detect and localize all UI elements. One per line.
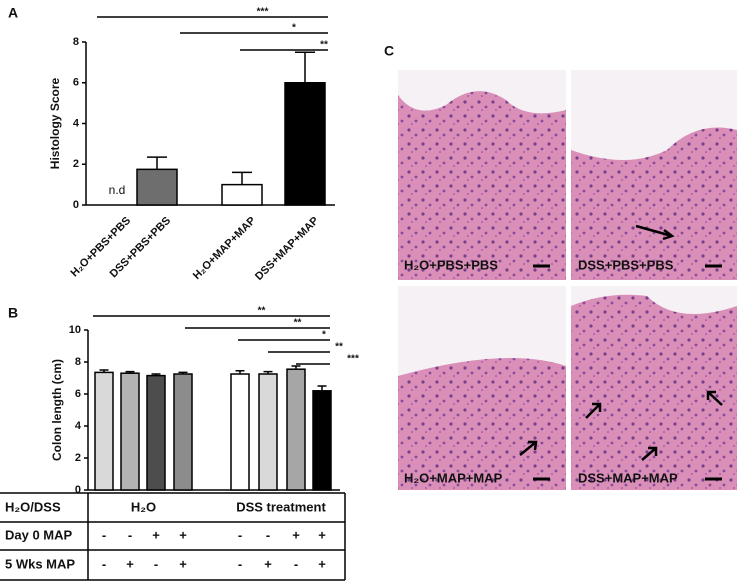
error-bar: [232, 171, 252, 185]
significance-label: *: [292, 23, 296, 34]
y-axis-label: Histology Score: [48, 78, 62, 170]
table-cell: +: [179, 527, 187, 542]
bar: [136, 168, 178, 206]
significance-label: **: [258, 306, 266, 317]
y-tick-label: 8: [75, 356, 81, 368]
table-cell: -: [128, 527, 132, 542]
table-group: H₂O: [131, 499, 156, 514]
y-tick-label: 4: [75, 420, 82, 432]
bar: [284, 82, 326, 206]
image-label: H₂O+MAP+MAP: [404, 470, 503, 485]
panel-letter: C: [384, 43, 394, 59]
arrow: [706, 390, 723, 406]
bar: [94, 371, 114, 491]
y-tick-label: 4: [73, 117, 80, 129]
significance-label: **: [320, 40, 328, 51]
table-cell: -: [154, 556, 158, 571]
table-cell: +: [292, 527, 300, 542]
table-row-label: 5 Wks MAP: [5, 556, 75, 571]
error-bar: [151, 373, 161, 376]
table-row-label: H₂O/DSS: [5, 499, 61, 514]
error-bar: [147, 156, 167, 170]
error-bar: [263, 370, 273, 374]
table-cell: -: [266, 527, 270, 542]
arrow: [641, 446, 658, 461]
significance-label: ***: [257, 7, 269, 18]
significance-label: **: [335, 342, 343, 353]
y-tick-label: 10: [69, 324, 81, 336]
bar: [221, 183, 263, 206]
arrow: [585, 402, 602, 419]
bar: [146, 374, 166, 491]
table-group: DSS treatment: [236, 499, 326, 514]
arrow: [635, 224, 675, 241]
significance-label: ***: [347, 354, 359, 365]
table-row-label: Day 0 MAP: [5, 527, 73, 542]
y-tick-label: 0: [75, 484, 81, 496]
y-tick-label: 2: [75, 452, 81, 464]
image-label: H₂O+PBS+PBS: [404, 257, 498, 272]
bar: [258, 373, 278, 491]
table-cell: +: [179, 556, 187, 571]
table-cell: +: [152, 527, 160, 542]
x-tick-label: H₂O+MAP+MAP: [191, 215, 258, 282]
y-tick-label: 6: [73, 77, 79, 89]
error-bar: [291, 365, 301, 370]
significance-label: **: [294, 318, 302, 329]
lumen: [571, 70, 737, 160]
error-bar: [317, 385, 327, 391]
lumen: [398, 70, 566, 114]
y-tick-label: 2: [73, 158, 79, 170]
y-axis-label: Colon length (cm): [50, 359, 64, 461]
y-tick-label: 0: [73, 199, 79, 211]
error-bar: [178, 371, 188, 374]
lumen: [571, 286, 737, 314]
image: [571, 286, 737, 490]
table-cell: -: [238, 527, 242, 542]
annotation: n.d: [109, 183, 126, 197]
table-cell: +: [318, 527, 326, 542]
table-cell: +: [264, 556, 272, 571]
y-tick-label: 8: [73, 36, 79, 48]
bar: [230, 373, 250, 491]
error-bar: [235, 370, 245, 374]
table-cell: -: [294, 556, 298, 571]
table-cell: +: [318, 556, 326, 571]
y-tick-label: 6: [75, 388, 81, 400]
condition-table: [0, 492, 346, 581]
arrow: [519, 440, 538, 456]
bar: [312, 390, 332, 491]
table-cell: -: [102, 527, 106, 542]
panel-letter: A: [8, 5, 18, 21]
histology-images: H₂O+PBS+PBS DSS+PBS+PBS H₂O+MAP+MAP DSS+…: [398, 70, 737, 490]
bar: [286, 368, 306, 491]
bar: [173, 373, 193, 491]
lumen: [398, 286, 566, 376]
significance-label: *: [322, 330, 326, 341]
table-cell: -: [238, 556, 242, 571]
error-bar: [99, 369, 109, 373]
image-label: DSS+PBS+PBS: [578, 257, 674, 272]
x-tick-label: DSS+MAP+MAP: [253, 215, 321, 283]
table-cell: +: [126, 556, 134, 571]
image-label: DSS+MAP+MAP: [578, 470, 678, 485]
bar: [120, 372, 140, 491]
error-bar: [125, 370, 135, 374]
panel-letter: B: [8, 305, 18, 321]
table-cell: -: [102, 556, 106, 571]
error-bar: [295, 51, 315, 83]
